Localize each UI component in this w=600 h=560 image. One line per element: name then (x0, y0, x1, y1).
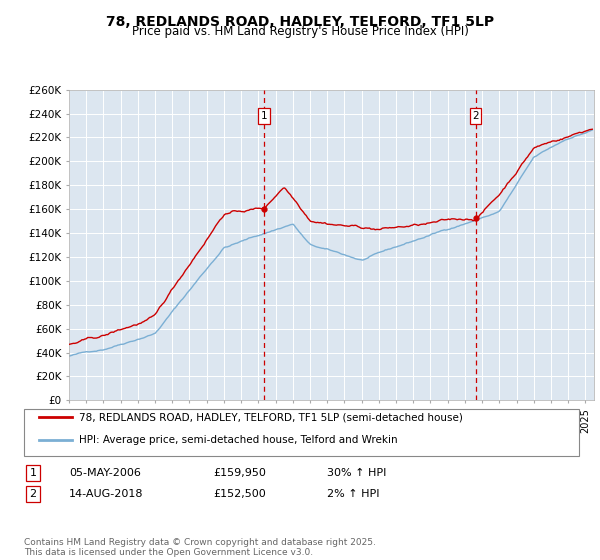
Text: 14-AUG-2018: 14-AUG-2018 (69, 489, 143, 499)
Text: 30% ↑ HPI: 30% ↑ HPI (327, 468, 386, 478)
Text: Contains HM Land Registry data © Crown copyright and database right 2025.
This d: Contains HM Land Registry data © Crown c… (24, 538, 376, 557)
Text: 05-MAY-2006: 05-MAY-2006 (69, 468, 141, 478)
Text: 1: 1 (261, 111, 268, 121)
Text: 1: 1 (29, 468, 37, 478)
Text: 2% ↑ HPI: 2% ↑ HPI (327, 489, 380, 499)
Text: 2: 2 (29, 489, 37, 499)
Text: 78, REDLANDS ROAD, HADLEY, TELFORD, TF1 5LP: 78, REDLANDS ROAD, HADLEY, TELFORD, TF1 … (106, 15, 494, 29)
Text: 2: 2 (472, 111, 479, 121)
Text: £152,500: £152,500 (213, 489, 266, 499)
Text: 78, REDLANDS ROAD, HADLEY, TELFORD, TF1 5LP (semi-detached house): 78, REDLANDS ROAD, HADLEY, TELFORD, TF1 … (79, 412, 463, 422)
Text: £159,950: £159,950 (213, 468, 266, 478)
Text: HPI: Average price, semi-detached house, Telford and Wrekin: HPI: Average price, semi-detached house,… (79, 435, 398, 445)
Text: Price paid vs. HM Land Registry's House Price Index (HPI): Price paid vs. HM Land Registry's House … (131, 25, 469, 38)
